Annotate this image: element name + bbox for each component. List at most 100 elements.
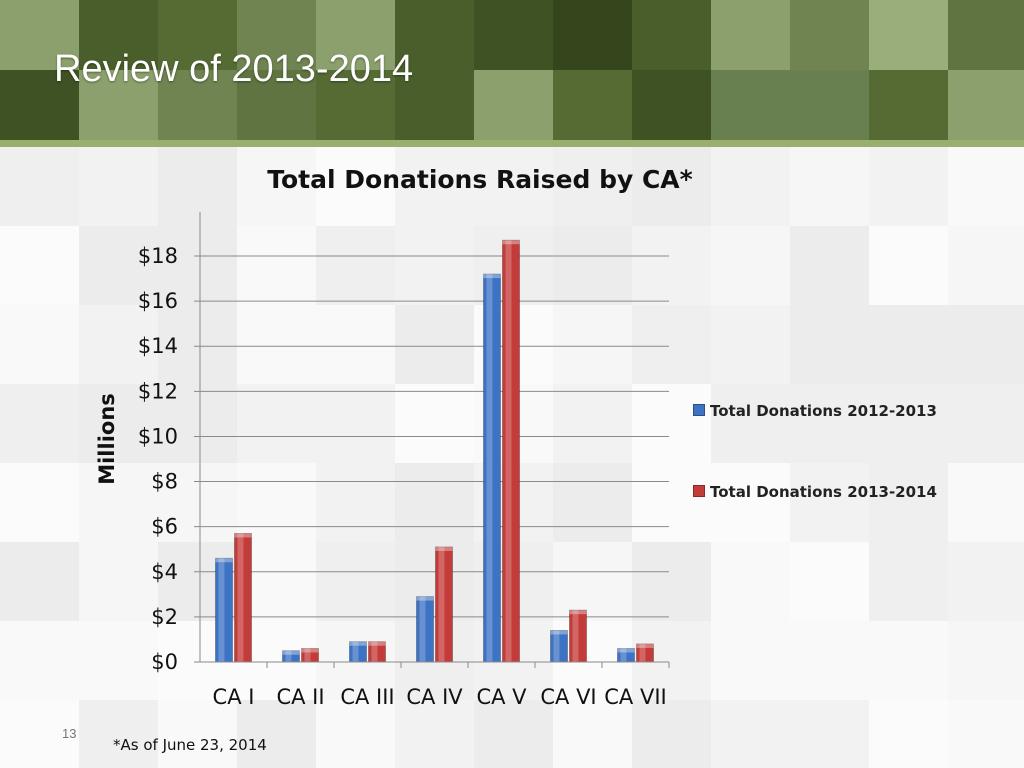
x-tick-label: CA VII (604, 685, 666, 709)
backdrop-tile (711, 463, 791, 543)
bar-highlight (486, 274, 493, 662)
backdrop-tile (158, 700, 238, 768)
backdrop-tile (158, 384, 238, 464)
backdrop-tile (869, 463, 949, 543)
backdrop-tile (632, 700, 712, 768)
bar-highlight (553, 630, 560, 662)
x-tick-label: CA III (340, 685, 394, 709)
backdrop-tile (316, 147, 396, 227)
backdrop-tile (237, 700, 317, 768)
backdrop-tile (869, 384, 949, 464)
backdrop-tile (0, 542, 80, 622)
backdrop-tile (158, 147, 238, 227)
header-tile (79, 0, 159, 70)
backdrop-tile (395, 463, 475, 543)
header-tile (711, 0, 791, 70)
backdrop-tile (395, 542, 475, 622)
legend-swatch-blue (693, 404, 705, 416)
backdrop-tile (395, 621, 475, 701)
bar-highlight (371, 641, 378, 662)
backdrop-tile (0, 147, 80, 227)
legend-label: Total Donations 2012-2013 (710, 402, 937, 420)
backdrop-tile (632, 147, 712, 227)
header-tile (948, 0, 1024, 70)
backdrop-tile (474, 700, 554, 768)
slide-header: Review of 2013-2014 (0, 0, 1024, 140)
backdrop-tile (79, 542, 159, 622)
header-tile (316, 70, 396, 140)
backdrop-tile (395, 305, 475, 385)
backdrop-tile (869, 226, 949, 306)
backdrop-tile (948, 542, 1024, 622)
bar-cap (617, 648, 635, 653)
footnote: *As of June 23, 2014 (113, 736, 267, 754)
bar-cap (234, 533, 252, 538)
bar-cap (550, 630, 568, 635)
header-tile (790, 0, 870, 70)
bar-cap (215, 558, 233, 563)
backdrop-tile (79, 384, 159, 464)
bar-cap (282, 650, 300, 655)
backdrop-tile (237, 305, 317, 385)
backdrop-tile (553, 305, 633, 385)
y-tick-label: $12 (138, 379, 178, 403)
backdrop-tile (790, 384, 870, 464)
backdrop-tile (711, 621, 791, 701)
legend-label: Total Donations 2013-2014 (710, 483, 937, 501)
bar-cap (636, 643, 654, 648)
slide-number: 13 (62, 726, 77, 741)
bar-cap (483, 274, 501, 279)
backdrop-tile (790, 226, 870, 306)
backdrop-tile (553, 463, 633, 543)
header-tile (237, 70, 317, 140)
backdrop-tile (790, 463, 870, 543)
x-tick-label: CA V (476, 685, 527, 709)
backdrop-tile (553, 226, 633, 306)
bar-highlight (218, 558, 225, 662)
header-tile (237, 0, 317, 70)
backdrop-tile (711, 226, 791, 306)
backdrop-tile (0, 384, 80, 464)
backdrop-tile (869, 621, 949, 701)
header-tile (0, 0, 80, 70)
y-tick-label: $18 (138, 244, 178, 268)
backdrop-tile (316, 700, 396, 768)
bar-cap (569, 610, 587, 615)
backdrop-tile (79, 147, 159, 227)
header-tile (395, 70, 475, 140)
backdrop-tile (316, 226, 396, 306)
header-tile (553, 0, 633, 70)
header-tile (474, 0, 554, 70)
backdrop-tile (553, 700, 633, 768)
backdrop-tile (790, 621, 870, 701)
backdrop-tile (237, 463, 317, 543)
bar-cap (301, 648, 319, 653)
chart-title: Total Donations Raised by CA* (267, 165, 693, 194)
header-tile (474, 70, 554, 140)
header-tile (632, 0, 712, 70)
backdrop-tile (0, 463, 80, 543)
backdrop-tile (948, 621, 1024, 701)
header-tile (158, 0, 238, 70)
legend-item-2012-2013: Total Donations 2012-2013 (693, 402, 937, 420)
legend-item-2013-2014: Total Donations 2013-2014 (693, 483, 937, 501)
backdrop-tile (158, 305, 238, 385)
y-tick-label: $16 (138, 289, 178, 313)
backdrop-tile (948, 463, 1024, 543)
backdrop-tile (395, 226, 475, 306)
backdrop-tile (711, 147, 791, 227)
backdrop-tile (948, 305, 1024, 385)
bar-highlight (419, 596, 426, 662)
x-tick-label: CA VI (540, 685, 596, 709)
backdrop-tile (711, 305, 791, 385)
bar-cap (349, 641, 367, 646)
bar-highlight (285, 650, 292, 662)
backdrop-tile (237, 384, 317, 464)
bar-highlight (572, 610, 579, 662)
backdrop-tile (632, 384, 712, 464)
header-tile (790, 70, 870, 140)
header-tile (158, 70, 238, 140)
legend-swatch-red (693, 485, 705, 497)
backdrop-tile (869, 542, 949, 622)
backdrop-tile (553, 542, 633, 622)
